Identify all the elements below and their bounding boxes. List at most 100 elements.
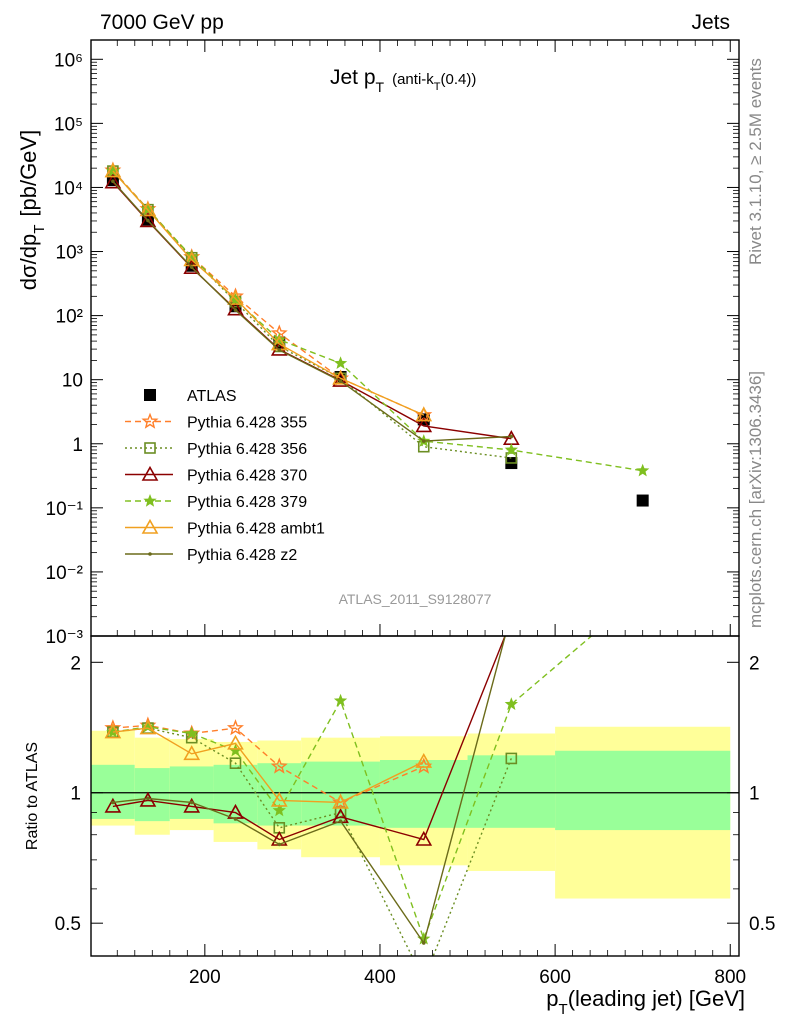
- legend-marker-z2: [148, 552, 152, 556]
- ratio-line-p370: [112, 636, 506, 841]
- legend-label-atlas: ATLAS: [187, 388, 237, 405]
- legend-marker-atlas: [144, 389, 156, 401]
- ratio-point-z2-4: [277, 842, 282, 847]
- xtick-label: 800: [714, 967, 746, 988]
- legend-label-p379: Pythia 6.428 379: [187, 494, 307, 511]
- main-line-z2: [112, 180, 512, 442]
- main-point-p379-8: [636, 463, 650, 477]
- main-point-p379-4: [272, 332, 286, 346]
- main-point-ambt1-0: [104, 162, 122, 178]
- ratio-point-z2-0: [111, 800, 115, 805]
- band-inner-8: [555, 750, 731, 831]
- ratio-ytick-label: 2: [70, 653, 81, 674]
- y-axis-label-main-sub: T: [31, 225, 48, 234]
- analysis-label: ATLAS_2011_S9128077: [339, 591, 492, 607]
- ratio-point-p379-8: [636, 585, 649, 598]
- main-series-z2: [111, 179, 514, 443]
- band-inner-1: [134, 768, 170, 822]
- x-axis-label-p: p: [546, 986, 558, 1011]
- main-point-ambt1-5: [332, 369, 349, 385]
- main-ytick-label: 10⁶: [54, 50, 83, 71]
- main-ytick-label: 10⁻²: [46, 563, 84, 584]
- main-point-p370-4: [270, 340, 288, 356]
- main-point-p370-0: [104, 173, 122, 189]
- legend-marker-p379: [143, 494, 157, 507]
- legend-label-p356: Pythia 6.428 356: [187, 441, 307, 458]
- ratio-series-ambt1: [104, 719, 433, 809]
- main-point-z2-6: [421, 439, 426, 443]
- header-energy-label: 7000 GeV pp: [100, 11, 224, 34]
- main-point-p379-5: [333, 356, 348, 369]
- main-point-z2-7: [509, 434, 514, 439]
- main-point-p379-0: [106, 164, 120, 177]
- ratio-series-z2: [111, 636, 506, 945]
- plot-title-main: Jet p: [330, 66, 376, 89]
- x-axis-label: pT(leading jet) [GeV]: [546, 986, 745, 1018]
- main-point-p379-1: [141, 202, 155, 215]
- band-inner-3: [213, 764, 258, 824]
- main-point-p370-6: [415, 417, 433, 433]
- main-line-p355: [112, 169, 425, 416]
- plot-title-suffix-end: (0.4)): [441, 71, 477, 88]
- ratio-point-p379-1: [141, 719, 155, 733]
- ratio-point-z2-5: [338, 819, 343, 823]
- ratio-point-z2-3: [233, 817, 238, 821]
- ratio-panel-series: [104, 585, 649, 956]
- main-point-p370-1: [139, 212, 157, 228]
- main-ytick-label: 10²: [56, 307, 83, 328]
- ratio-point-p356-3: [229, 757, 242, 769]
- main-point-p370-3: [227, 300, 244, 316]
- ratio-point-p370-0: [104, 797, 122, 813]
- main-point-z2-0: [111, 179, 115, 184]
- main-line-ambt1: [112, 170, 425, 416]
- header-jets-label: Jets: [691, 11, 730, 34]
- xtick-label: 200: [189, 967, 221, 988]
- main-point-ambt1-1: [139, 201, 157, 217]
- ratio-point-p379-7: [504, 697, 518, 710]
- band-inner-6: [379, 760, 468, 828]
- legend: ATLAS Pythia 6.428 355 Pythia 6.428 356 Pyt…: [125, 388, 325, 564]
- main-point-z2-3: [233, 308, 238, 312]
- main-point-z2-2: [189, 265, 194, 269]
- ratio-ytick-label-right: 2: [749, 653, 760, 674]
- ratio-point-z2-6: [421, 941, 426, 945]
- ratio-point-ambt1-2: [183, 745, 201, 761]
- legend-label-ambt1: Pythia 6.428 ambt1: [187, 521, 325, 538]
- main-ytick-label: 10⁴: [54, 178, 83, 199]
- y-axis-label-main-unit: [pb/GeV]: [16, 130, 41, 217]
- band-inner-0: [91, 764, 135, 819]
- ratio-point-z2-1: [146, 796, 150, 801]
- ratio-point-p370-7: [504, 613, 518, 626]
- ratio-point-p370-2: [183, 797, 201, 813]
- axes-ticks: 10⁻³ 10⁻² 10⁻¹ 1 10 10² 10³ 10⁴ 10⁵ 10⁶ 0.5 0.5 1 1 2 2…: [46, 40, 775, 988]
- ratio-line-z2: [112, 636, 506, 945]
- legend-label-p370: Pythia 6.428 370: [187, 468, 307, 485]
- rivet-version-label: Rivet 3.1.10, ≥ 2.5M events: [746, 58, 765, 265]
- legend-label-z2: Pythia 6.428 z2: [187, 547, 297, 564]
- legend-label-p355: Pythia 6.428 355: [187, 415, 307, 432]
- main-point-ambt1-3: [227, 289, 244, 305]
- ratio-point-p370-1: [139, 791, 157, 807]
- ratio-bands: [91, 726, 739, 899]
- xtick-label: 600: [539, 967, 571, 988]
- ratio-point-p379-2: [185, 726, 199, 740]
- main-series-p356: [107, 165, 518, 464]
- main-point-ambt1-6: [415, 406, 433, 422]
- main-ytick-label: 10⁻¹: [46, 499, 84, 520]
- legend-marker-ambt1: [141, 518, 159, 534]
- main-series-ambt1: [104, 162, 433, 422]
- ratio-point-ambt1-5: [332, 793, 349, 809]
- ratio-point-p356-7: [505, 752, 518, 765]
- plot-title-suffix: (anti-k: [392, 71, 434, 88]
- main-point-z2-1: [146, 218, 150, 223]
- y-axis-label-main-text: dσ/dp: [16, 234, 41, 290]
- ratio-point-ambt1-1: [139, 719, 157, 735]
- ratio-point-p370-6: [415, 830, 433, 846]
- y-axis-label-ratio: Ratio to ATLAS: [24, 742, 41, 850]
- ratio-ytick-label-right: 0.5: [749, 914, 775, 935]
- ratio-ytick-label: 1: [70, 784, 81, 805]
- ratio-point-p379-6: [417, 931, 431, 945]
- x-axis-label-rest: (leading jet) [GeV]: [568, 986, 745, 1011]
- ratio-point-ambt1-3: [227, 734, 244, 750]
